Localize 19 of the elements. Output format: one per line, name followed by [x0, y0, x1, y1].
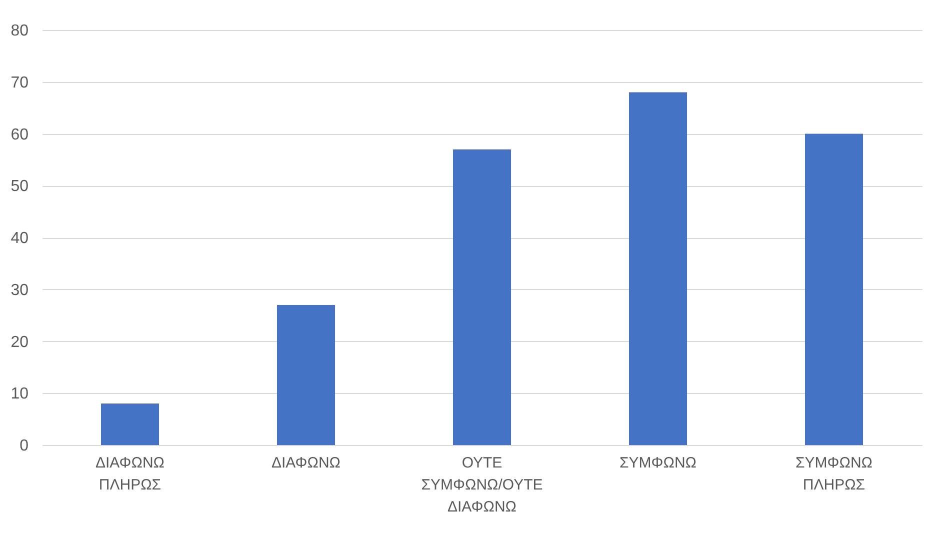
y-tick-label: 20: [10, 334, 29, 351]
x-tick-label: ΟΥΤΕ ΣΥΜΦΩΝΩ/ΟΥΤΕ ΔΙΑΦΩΝΩ: [421, 454, 543, 516]
y-tick-label: 80: [10, 22, 29, 40]
y-tick-label: 0: [20, 438, 29, 454]
x-tick-label: ΣΥΜΦΩΝΩ: [620, 454, 696, 472]
y-tick-label: 50: [10, 178, 29, 196]
bar: [805, 134, 863, 445]
bar: [277, 304, 335, 445]
x-tick-label: ΣΥΜΦΩΝΩ ΠΛΗΡΩΣ: [796, 454, 872, 494]
y-tick-label: 40: [10, 230, 29, 247]
x-tick-label: ΔΙΑΦΩΝΩ: [272, 454, 340, 472]
y-tick-label: 10: [10, 386, 29, 403]
bar: [629, 92, 687, 445]
y-tick-label: 60: [10, 126, 29, 144]
y-tick-label: 30: [10, 282, 29, 299]
x-tick-label: ΔΙΑΦΩΝΩ ΠΛΗΡΩΣ: [96, 454, 164, 494]
bar: [453, 149, 511, 445]
bar: [101, 404, 159, 445]
y-tick-label: 70: [10, 74, 29, 92]
